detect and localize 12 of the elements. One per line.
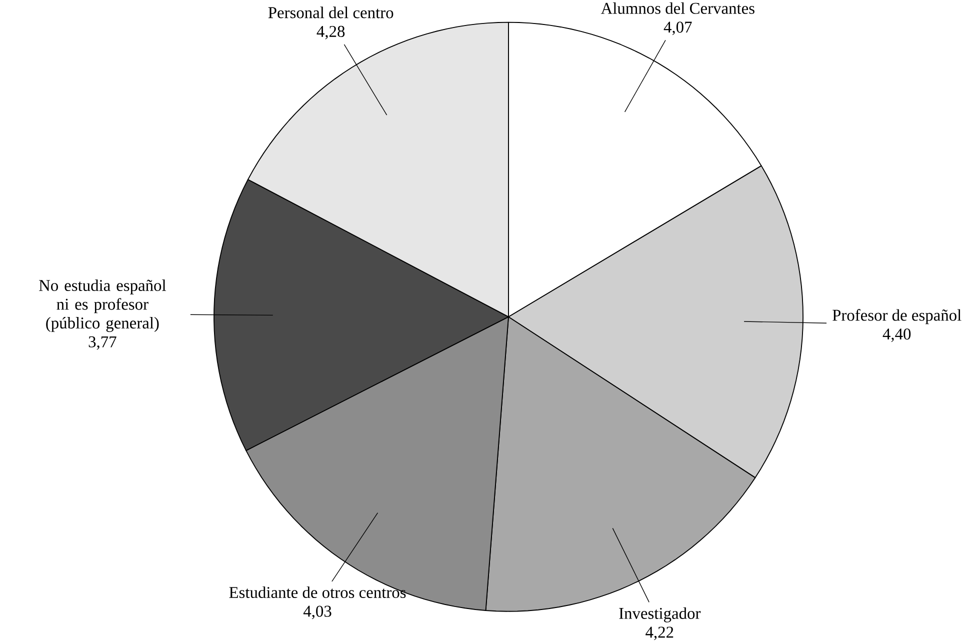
slice-label: Personal del centro (268, 6, 394, 18)
slice-label: No estudia español ni es profesor (público general) (39, 279, 166, 332)
slice-label: Alumnos del Cervantes (600, 2, 754, 14)
data-label: 4,40 (882, 328, 911, 342)
slice-label: Investigador (619, 607, 701, 622)
data-label: 3,77 (88, 336, 116, 350)
slice-label: Profesor de español (832, 308, 962, 324)
data-label: 4,07 (664, 21, 692, 35)
slice-label: Estudiante de otros centros (229, 586, 406, 598)
data-label: 4,28 (316, 26, 345, 40)
data-label: 4,22 (646, 626, 674, 640)
data-label: 4,03 (303, 605, 332, 619)
